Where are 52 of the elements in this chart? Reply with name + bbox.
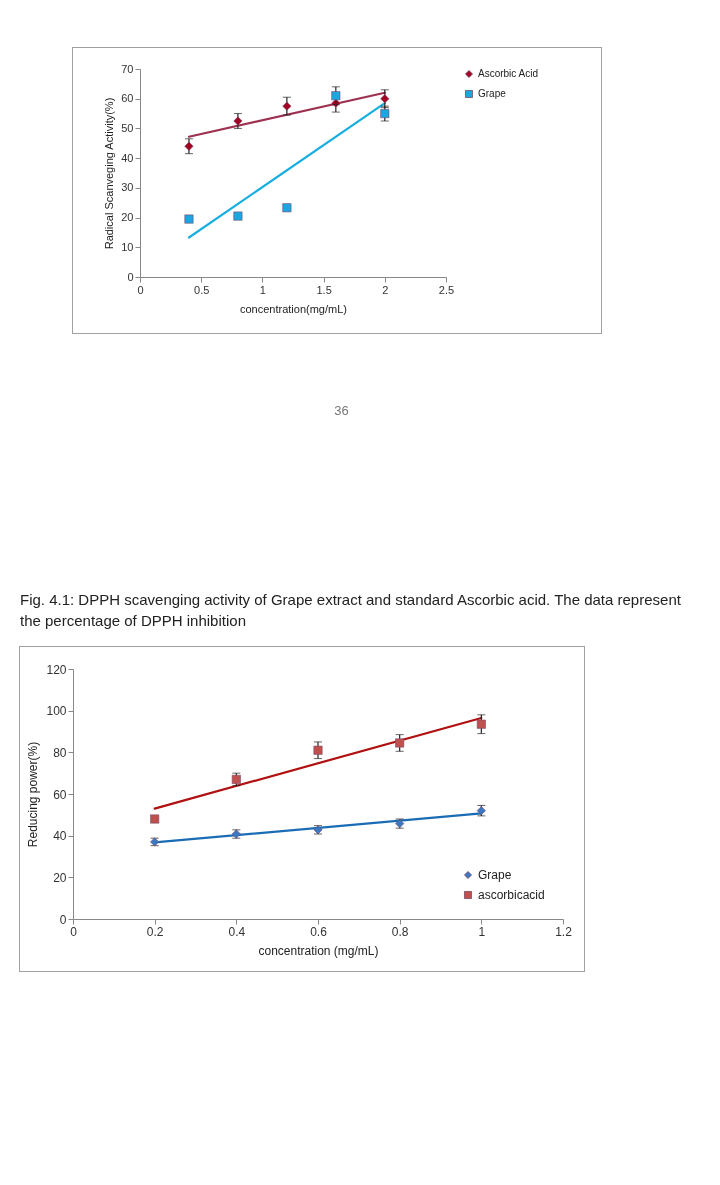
legend-label: Ascorbic Acid [478,68,539,79]
point [395,738,405,748]
y-tick-label: 40 [53,829,67,844]
y-tick-label: 60 [121,92,134,105]
x-tick-label: 0.8 [391,924,409,939]
point [380,94,390,104]
legend-label: Grape [478,88,507,99]
text: 36 [333,402,350,420]
x-tick-label: 0.4 [228,924,246,939]
x-tick-label: 1.5 [316,283,332,296]
x-tick-label: 0 [70,924,78,939]
y-axis-title: Reducing power(%) [26,741,41,848]
x-axis-title: concentration(mg/mL) [240,302,347,315]
x-tick-label: 0.2 [146,924,164,939]
y-axis-title: Radical Scanveging Activity(%) [103,97,116,250]
y-tick-label: 100 [46,704,67,719]
x-tick-label: 2 [382,283,389,296]
y-tick-label: 0 [59,912,67,927]
point [331,91,341,101]
point [476,719,486,729]
point [282,203,292,213]
y-tick-label: 40 [121,151,134,164]
x-tick-label: 1.2 [555,924,573,939]
legend-label: ascorbicacid [478,888,545,902]
y-tick-label: 120 [46,662,67,677]
y-tick-label: 60 [53,787,67,802]
point [184,141,194,151]
point [150,814,160,824]
x-tick-label: 0.6 [310,924,328,939]
point [282,101,292,111]
point [233,116,243,126]
y-tick-label: 0 [127,270,134,283]
point [231,774,241,784]
x-axis-title: concentration (mg/mL) [258,943,379,958]
x-tick-label: 2.5 [438,283,455,296]
legend-label: Grape [478,868,512,882]
point [313,745,323,755]
y-tick-label: 20 [121,211,134,224]
y-tick-label: 20 [53,870,67,885]
x-tick-label: 0 [137,283,144,296]
x-tick-label: 1 [259,283,266,296]
y-tick-label: 30 [121,181,134,194]
x-tick-label: 0.5 [194,283,210,296]
point [380,109,390,119]
point [184,214,194,224]
point [233,211,243,221]
y-tick-label: 50 [121,121,134,134]
y-tick-label: 80 [53,745,67,760]
caption: Fig. 4.1: DPPH scavenging activity of Grape extract and standard Ascorbic acid. The data represent the percentage of DPPH inhibition [20,590,682,631]
x-tick-label: 1 [478,924,486,939]
y-tick-label: 10 [121,240,134,253]
y-tick-label: 70 [121,62,134,75]
